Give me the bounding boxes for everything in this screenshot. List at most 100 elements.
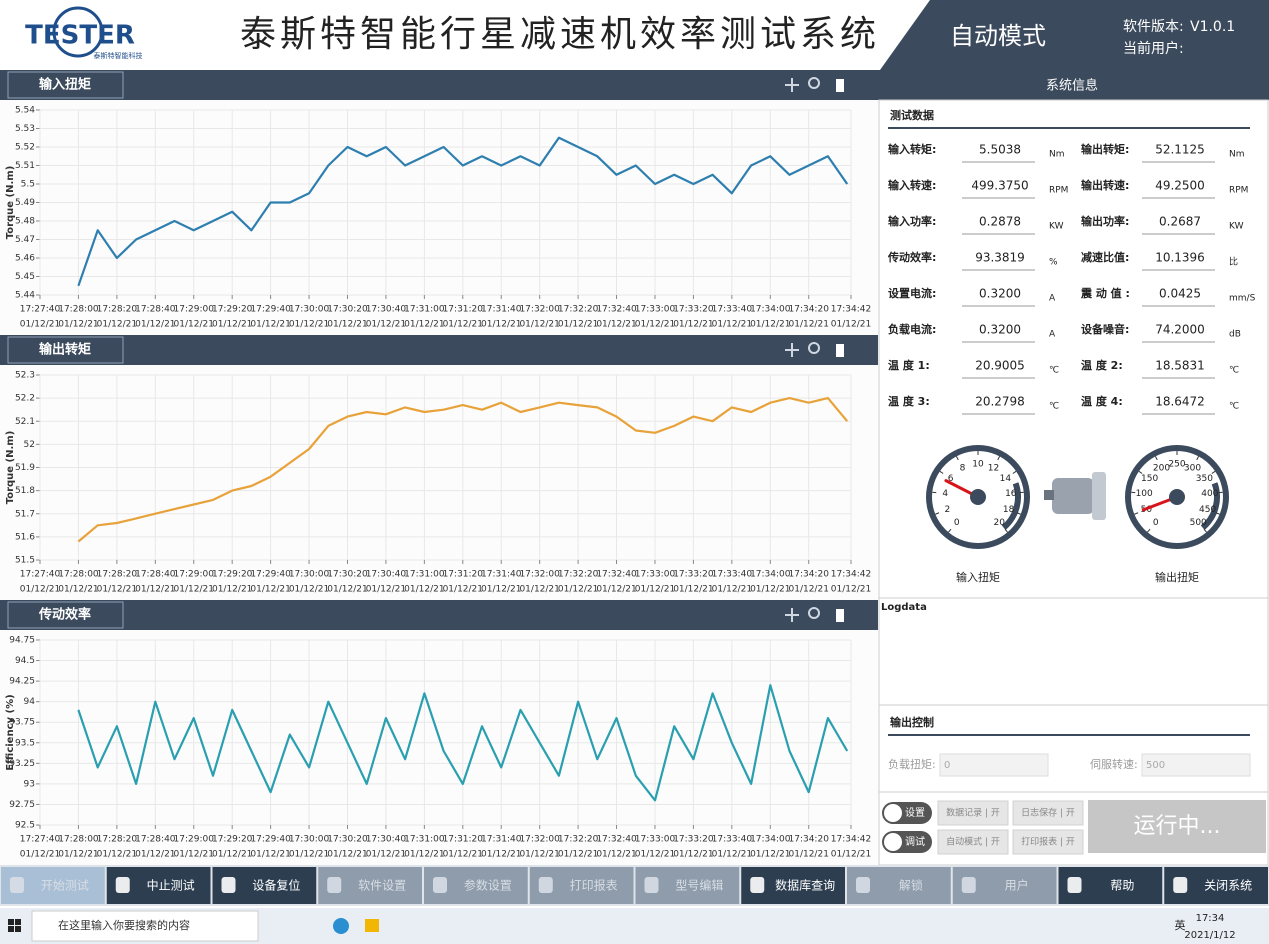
x-tick-label: 17:31:40 [481,570,522,580]
x-tick-date: 01/12/21 [58,850,98,860]
header-right [880,0,1269,70]
gearbox-shaft [1044,490,1054,500]
field-value: 10.1396 [1155,251,1205,265]
x-tick-label: 17:30:00 [289,570,330,580]
x-tick-label: 17:28:20 [97,570,138,580]
panel-tab [7,601,124,629]
x-tick-date: 01/12/21 [250,585,290,595]
x-tick-date: 01/12/21 [58,585,98,595]
gauge-tick-label: 0 [954,518,960,528]
field-unit: ℃ [1229,402,1239,412]
logo: TESTER [25,21,135,51]
x-tick-label: 17:32:20 [558,570,599,580]
x-tick-label: 17:33:20 [673,305,714,315]
gauge-hub [970,489,986,505]
icon-crosshair[interactable] [785,608,799,622]
icon-zoom[interactable] [808,77,820,89]
x-tick-date: 01/12/21 [789,585,829,595]
ime-indicator: 英 [1175,918,1186,932]
icon-zoom[interactable] [808,607,820,619]
x-tick-date: 01/12/21 [519,585,559,595]
y-tick-label: 5.52 [15,143,35,153]
status-button[interactable] [1088,800,1266,853]
x-tick-date: 01/12/21 [404,850,444,860]
x-tick-date: 01/12/21 [519,320,559,330]
x-tick-date: 01/12/21 [404,585,444,595]
field-label: 输出转矩: [1081,142,1129,156]
control-button-label: 日志保存 | 开 [1021,807,1075,819]
gauge-tick-label: 450 [1199,505,1216,515]
taskbar-app[interactable] [365,919,379,932]
taskbar-app[interactable] [333,918,349,934]
control-button[interactable] [937,800,1009,826]
x-tick-label: 17:34:00 [750,305,791,315]
start-icon[interactable] [15,919,21,925]
icon-pan[interactable] [836,79,844,92]
gauge-tick-label: 200 [1153,463,1170,473]
x-tick-date: 01/12/21 [174,850,214,860]
control-button[interactable] [1012,829,1084,855]
logo-ring [52,6,104,58]
start-icon[interactable] [8,919,14,925]
data-line [77,136,849,287]
search-placeholder: 在这里输入你要搜索的内容 [58,918,190,932]
control-button-label: 数据记录 | 开 [946,807,1000,819]
gauge-tick-label: 2 [945,505,951,515]
gearbox-body [1052,478,1094,514]
load-input[interactable] [939,753,1049,777]
icon-crosshair[interactable] [785,343,799,357]
x-tick-date: 01/12/21 [212,850,252,860]
field-label: 输入转速: [888,178,936,192]
start-icon[interactable] [8,926,14,932]
x-tick-label: 17:28:40 [135,570,176,580]
icon-crosshair[interactable] [785,78,799,92]
x-tick-date: 01/12/21 [635,320,675,330]
field-label: 负载电流: [888,322,936,336]
x-tick-date: 01/12/21 [519,850,559,860]
x-tick-label: 17:29:40 [250,835,291,845]
field-value: 18.5831 [1155,359,1205,373]
y-tick-label: 51.8 [15,486,35,496]
x-tick-label: 17:34:20 [789,835,830,845]
x-tick-label: 17:31:00 [404,570,445,580]
gauge-tick-label: 300 [1184,463,1201,473]
field-unit: ℃ [1229,366,1239,376]
y-tick-label: 94.5 [15,656,35,666]
toolbar-label: 开始测试 [41,878,89,893]
icon-pan[interactable] [836,609,844,622]
field-unit: Nm [1049,150,1065,160]
icon-pan[interactable] [836,344,844,357]
gauge-label: 输出扭矩 [1155,570,1199,584]
x-tick-date: 01/12/21 [404,320,444,330]
field-unit: RPM [1049,186,1068,196]
panel-title: 输入扭矩 [39,77,91,93]
y-tick-label: 5.47 [15,235,35,245]
search-box[interactable] [31,910,259,942]
gauge-tick [948,528,952,533]
x-tick-label: 17:30:20 [327,835,368,845]
clock-date: 2021/1/12 [1184,930,1235,941]
gauge-tick-label: 350 [1196,474,1213,484]
clock-time: 17:34 [1196,913,1225,924]
gauge-arc [1200,482,1220,530]
icon-zoom[interactable] [808,342,820,354]
x-tick-date: 01/12/21 [327,320,367,330]
gauge-tick [939,470,944,474]
control-button[interactable] [1012,800,1084,826]
control-button[interactable] [937,829,1009,855]
field-unit: ℃ [1049,366,1059,376]
gauge-tick-label: 400 [1201,489,1218,499]
y-tick-label: 93.75 [9,718,35,728]
y-tick-label: 5.45 [15,272,35,282]
toggle-knob [884,804,902,822]
x-tick-label: 17:30:40 [366,570,407,580]
toolbar-icon [644,877,659,893]
x-tick-label: 17:30:00 [289,305,330,315]
speed-input[interactable] [1141,753,1251,777]
x-tick-label: 17:29:20 [212,570,253,580]
panel-bar [0,70,878,100]
y-tick-label: 51.5 [15,556,35,566]
start-icon[interactable] [15,926,21,932]
x-tick-date: 01/12/21 [366,320,406,330]
panel-title: 传动效率 [38,607,91,623]
